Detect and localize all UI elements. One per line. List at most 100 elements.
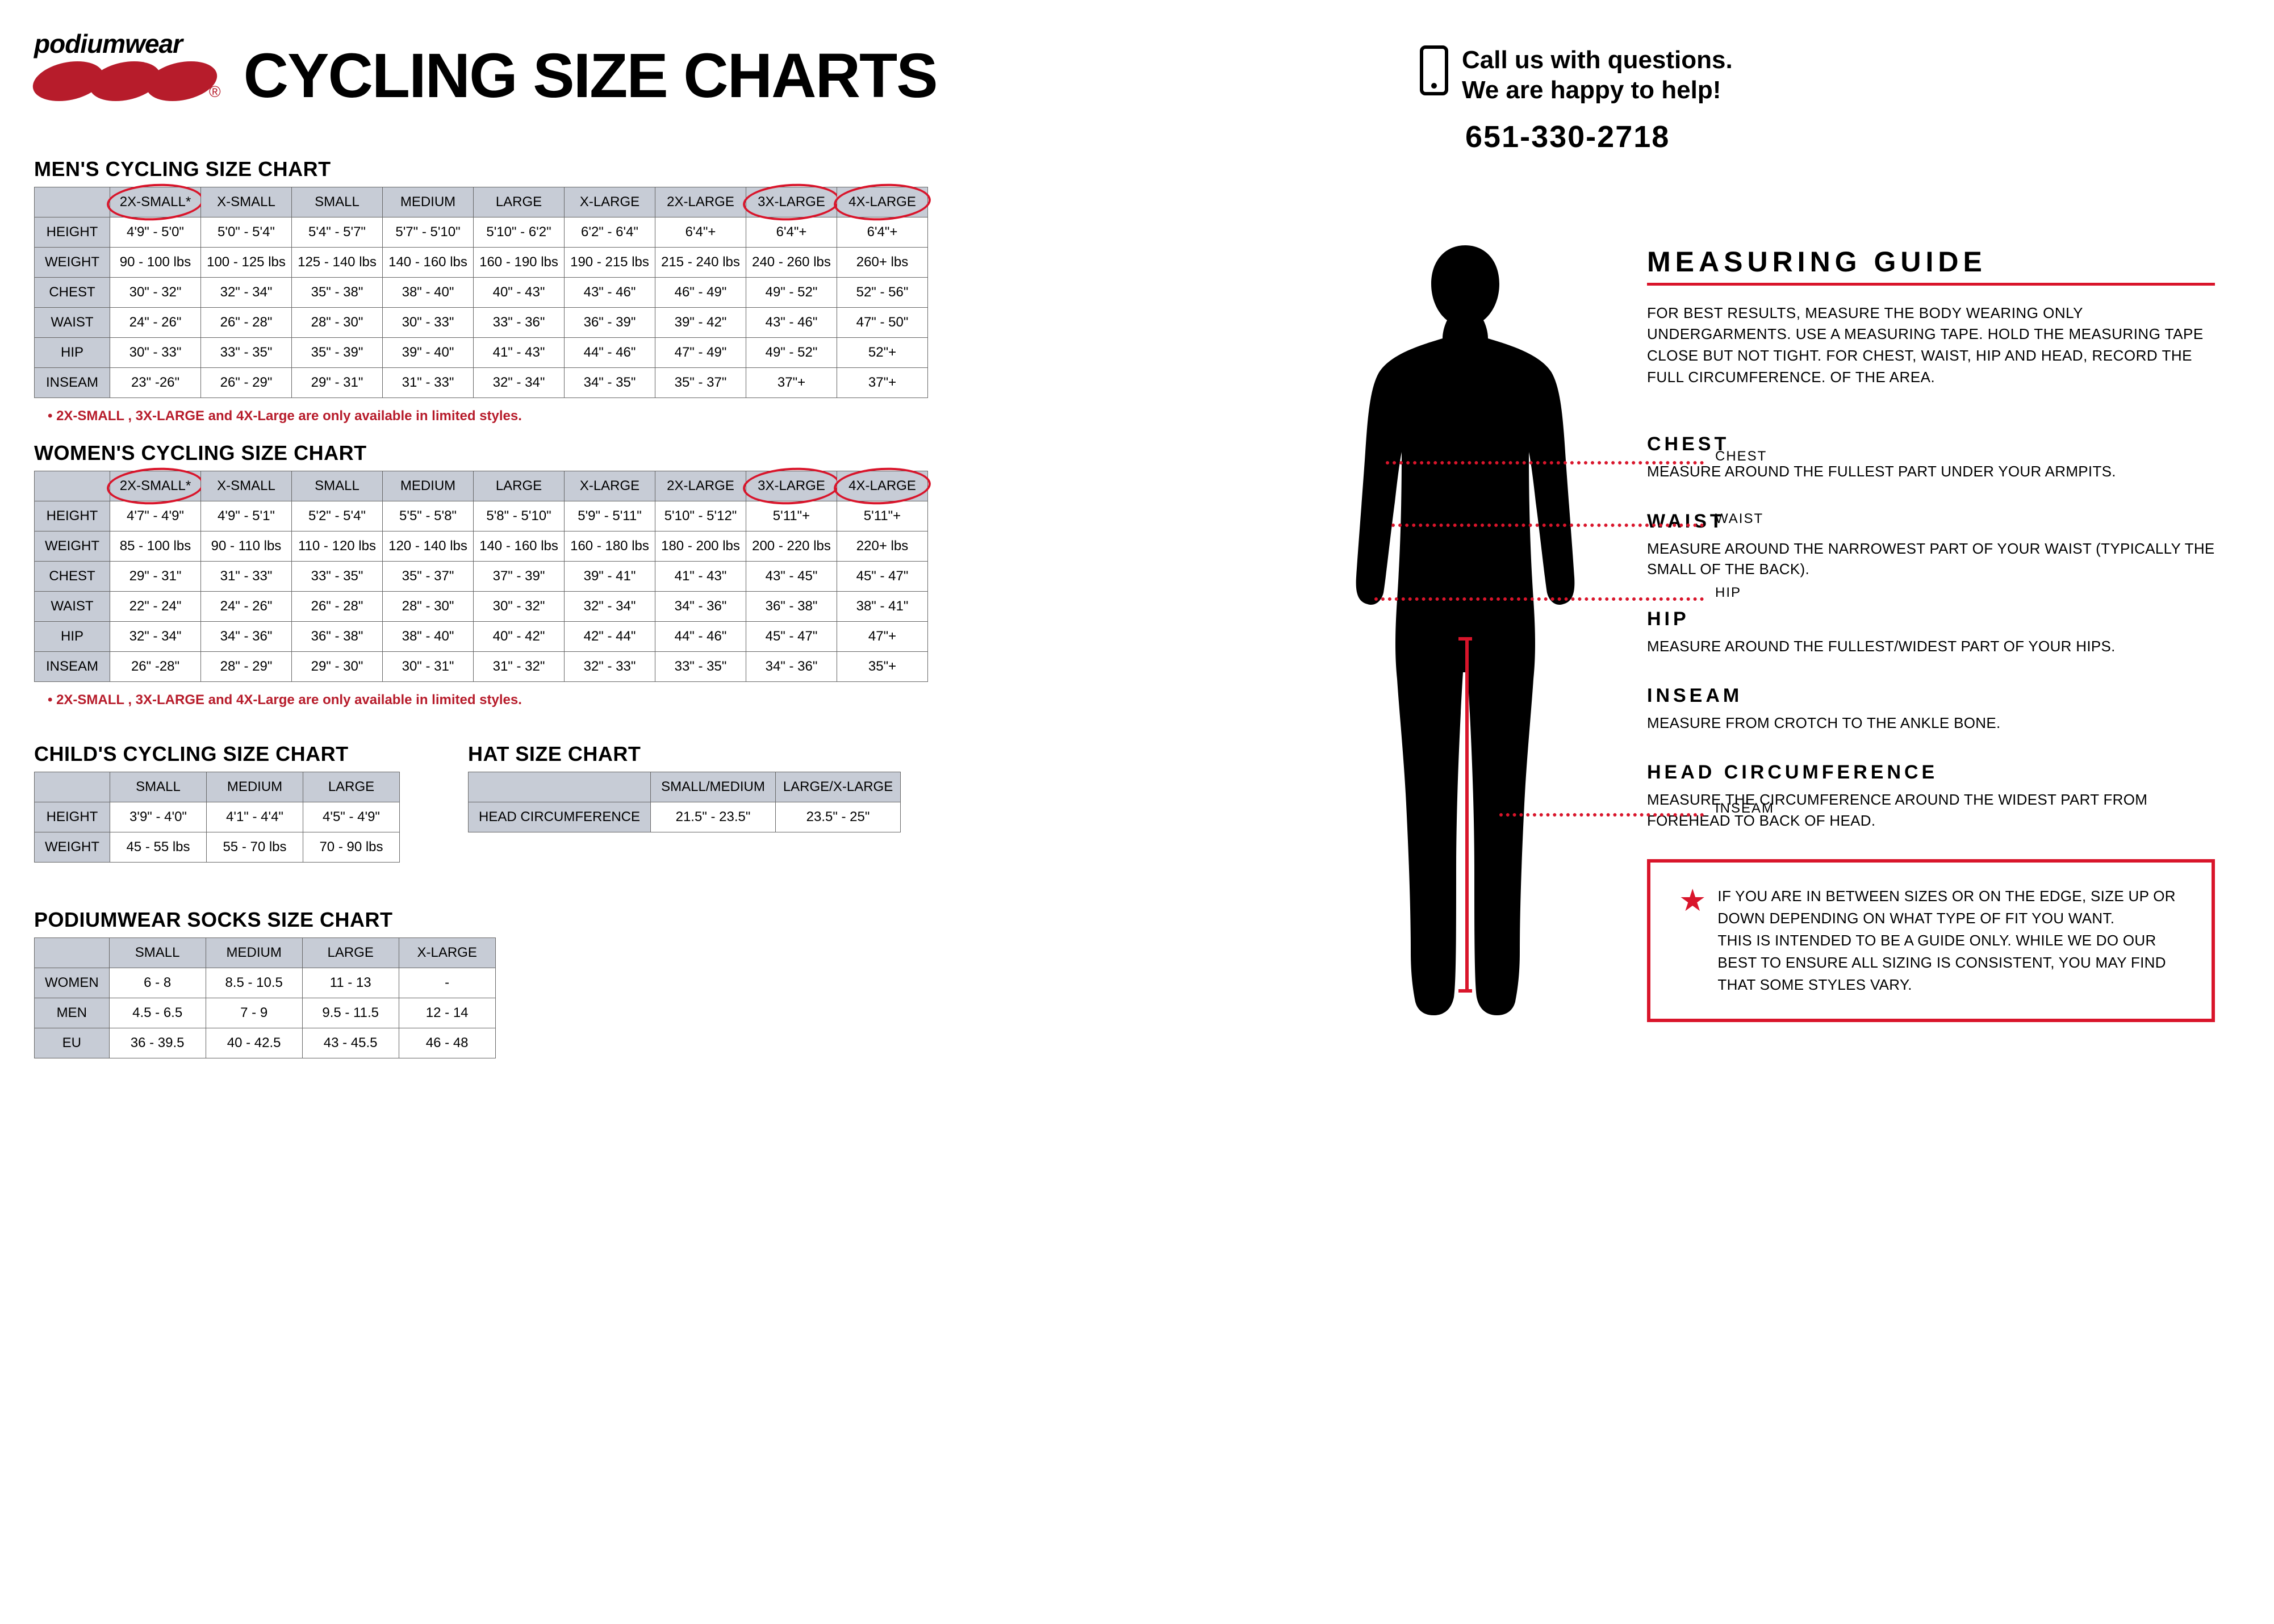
size-cell: 34" - 36" bbox=[201, 622, 292, 652]
size-cell: 30" - 31" bbox=[383, 652, 474, 682]
size-cell: 12 - 14 bbox=[399, 998, 495, 1028]
mens-size-table: 2X-SMALL*X-SMALLSMALLMEDIUMLARGEX-LARGE2… bbox=[34, 187, 928, 398]
size-cell: 40 - 42.5 bbox=[206, 1028, 302, 1058]
size-cell: 4'1" - 4'4" bbox=[207, 802, 303, 832]
size-cell: 52"+ bbox=[837, 338, 928, 368]
row-head: MEN bbox=[35, 998, 110, 1028]
child-size-table: SMALLMEDIUMLARGEHEIGHT3'9" - 4'0"4'1" - … bbox=[34, 772, 400, 863]
size-cell: 28" - 30" bbox=[292, 308, 383, 338]
size-cell: 260+ lbs bbox=[837, 248, 928, 278]
size-cell: 22" - 24" bbox=[110, 592, 201, 622]
size-cell: 5'2" - 5'4" bbox=[292, 501, 383, 531]
logo-icon bbox=[34, 61, 204, 101]
size-cell: 5'10" - 5'12" bbox=[655, 501, 746, 531]
size-col-head: SMALL bbox=[292, 471, 383, 501]
size-cell: 32" - 33" bbox=[565, 652, 655, 682]
row-head: HEIGHT bbox=[35, 501, 110, 531]
size-cell: 40" - 42" bbox=[474, 622, 565, 652]
size-cell: 35" - 37" bbox=[655, 368, 746, 398]
size-cell: 6'4"+ bbox=[746, 217, 837, 248]
size-col-head: LARGE/X-LARGE bbox=[776, 772, 901, 802]
logo: podiumwear ® bbox=[34, 28, 221, 101]
row-head: HEAD CIRCUMFERENCE bbox=[469, 802, 651, 832]
size-col-head: 2X-SMALL* bbox=[110, 187, 201, 217]
size-cell: 41" - 43" bbox=[655, 562, 746, 592]
size-cell: 45 - 55 lbs bbox=[110, 832, 207, 863]
header: podiumwear ® CYCLING SIZE CHARTS bbox=[34, 28, 1284, 112]
guide-section-heading: HIP bbox=[1647, 608, 2215, 630]
logo-text: podiumwear bbox=[34, 28, 182, 59]
size-cell: 44" - 46" bbox=[655, 622, 746, 652]
size-cell: 29" - 30" bbox=[292, 652, 383, 682]
size-cell: 45" - 47" bbox=[746, 622, 837, 652]
guide-section-text: MEASURE AROUND THE FULLEST/WIDEST PART O… bbox=[1647, 636, 2215, 656]
guide-section-text: MEASURE AROUND THE FULLEST PART UNDER YO… bbox=[1647, 461, 2215, 482]
mens-note: 2X-SMALL , 3X-LARGE and 4X-Large are onl… bbox=[48, 408, 1284, 424]
size-cell: 6'4"+ bbox=[655, 217, 746, 248]
size-col-head: LARGE bbox=[474, 187, 565, 217]
size-cell: 36" - 39" bbox=[565, 308, 655, 338]
star-icon: ★ bbox=[1679, 885, 1706, 916]
size-cell: 37"+ bbox=[837, 368, 928, 398]
callout-text: IF YOU ARE IN BETWEEN SIZES OR ON THE ED… bbox=[1717, 885, 2189, 996]
hat-chart-title: HAT SIZE CHART bbox=[468, 742, 901, 766]
row-head: WOMEN bbox=[35, 968, 110, 998]
size-cell: 30" - 32" bbox=[474, 592, 565, 622]
size-col-head: MEDIUM bbox=[206, 938, 302, 968]
size-cell: 35" - 39" bbox=[292, 338, 383, 368]
hat-size-table: SMALL/MEDIUMLARGE/X-LARGEHEAD CIRCUMFERE… bbox=[468, 772, 901, 832]
size-cell: - bbox=[399, 968, 495, 998]
size-cell: 39" - 42" bbox=[655, 308, 746, 338]
row-head: WAIST bbox=[35, 308, 110, 338]
mens-chart-title: MEN'S CYCLING SIZE CHART bbox=[34, 157, 1284, 181]
size-cell: 34" - 35" bbox=[565, 368, 655, 398]
page-title: CYCLING SIZE CHARTS bbox=[244, 40, 937, 112]
size-cell: 33" - 35" bbox=[655, 652, 746, 682]
size-col-head: LARGE bbox=[302, 938, 399, 968]
size-cell: 33" - 36" bbox=[474, 308, 565, 338]
size-col-head: X-LARGE bbox=[565, 187, 655, 217]
size-cell: 52" - 56" bbox=[837, 278, 928, 308]
guide-section-heading: HEAD CIRCUMFERENCE bbox=[1647, 761, 2215, 784]
size-cell: 4'7" - 4'9" bbox=[110, 501, 201, 531]
size-cell: 46" - 49" bbox=[655, 278, 746, 308]
size-col-head: LARGE bbox=[303, 772, 400, 802]
row-head: WAIST bbox=[35, 592, 110, 622]
socks-size-table: SMALLMEDIUMLARGEX-LARGEWOMEN6 - 88.5 - 1… bbox=[34, 937, 496, 1058]
size-cell: 26" - 29" bbox=[201, 368, 292, 398]
size-col-head: SMALL bbox=[110, 772, 207, 802]
row-head: WEIGHT bbox=[35, 248, 110, 278]
size-cell: 4'9" - 5'0" bbox=[110, 217, 201, 248]
size-cell: 24" - 26" bbox=[110, 308, 201, 338]
row-head: CHEST bbox=[35, 278, 110, 308]
size-cell: 4'5" - 4'9" bbox=[303, 802, 400, 832]
size-cell: 26" -28" bbox=[110, 652, 201, 682]
size-col-head: SMALL bbox=[109, 938, 206, 968]
child-chart-title: CHILD'S CYCLING SIZE CHART bbox=[34, 742, 400, 766]
size-cell: 37"+ bbox=[746, 368, 837, 398]
size-cell: 35" - 38" bbox=[292, 278, 383, 308]
size-cell: 5'4" - 5'7" bbox=[292, 217, 383, 248]
size-cell: 36 - 39.5 bbox=[109, 1028, 206, 1058]
chest-label: CHEST bbox=[1715, 449, 1767, 464]
size-cell: 45" - 47" bbox=[837, 562, 928, 592]
call-line2: We are happy to help! bbox=[1462, 76, 1733, 106]
size-cell: 90 - 100 lbs bbox=[110, 248, 201, 278]
size-cell: 47" - 49" bbox=[655, 338, 746, 368]
size-cell: 26" - 28" bbox=[292, 592, 383, 622]
size-cell: 33" - 35" bbox=[201, 338, 292, 368]
size-cell: 38" - 41" bbox=[837, 592, 928, 622]
call-block: Call us with questions. We are happy to … bbox=[1420, 45, 2215, 106]
size-cell: 41" - 43" bbox=[474, 338, 565, 368]
size-cell: 200 - 220 lbs bbox=[746, 531, 837, 562]
size-col-head: MEDIUM bbox=[207, 772, 303, 802]
size-col-head: LARGE bbox=[474, 471, 565, 501]
callout-box: ★ IF YOU ARE IN BETWEEN SIZES OR ON THE … bbox=[1647, 859, 2215, 1022]
size-cell: 6'4"+ bbox=[837, 217, 928, 248]
size-cell: 5'7" - 5'10" bbox=[383, 217, 474, 248]
size-cell: 29" - 31" bbox=[292, 368, 383, 398]
size-cell: 36" - 38" bbox=[746, 592, 837, 622]
size-cell: 120 - 140 lbs bbox=[383, 531, 474, 562]
size-col-head: SMALL bbox=[292, 187, 383, 217]
row-head: HEIGHT bbox=[35, 217, 110, 248]
